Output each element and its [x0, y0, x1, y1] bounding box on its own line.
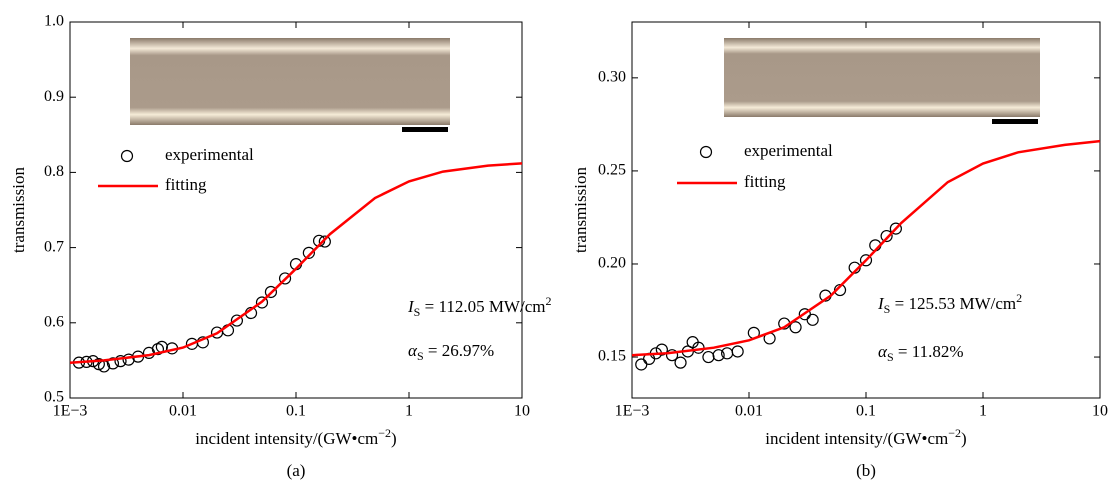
panel-label: (a) — [287, 461, 306, 480]
annotation-subscript: S — [887, 350, 894, 364]
y-tick-label: 0.30 — [598, 69, 626, 86]
x-label-text: incident intensity/(GW•cm — [195, 429, 378, 448]
data-point — [702, 350, 715, 364]
legend-label: fitting — [744, 172, 786, 191]
inset-photo — [130, 38, 450, 125]
panel-label: (b) — [856, 461, 876, 480]
annotation-superscript: 2 — [1016, 291, 1022, 305]
fit-line — [69, 162, 523, 364]
y-tick-label: 0.7 — [44, 238, 64, 255]
y-tick-label: 0.5 — [44, 389, 64, 406]
data-point — [833, 283, 847, 297]
x-tick-label: 0.01 — [169, 403, 197, 420]
x-label-text: incident intensity/(GW•cm — [765, 429, 948, 448]
annotation: αS = 11.82% — [878, 342, 964, 364]
data-point — [859, 254, 873, 267]
annotation-symbol: I — [877, 294, 885, 313]
annotation: IS = 125.53 MW/cm2 — [877, 291, 1022, 316]
x-label-suffix: ) — [961, 429, 967, 448]
legend-label: fitting — [165, 175, 207, 194]
annotation: IS = 112.05 MW/cm2 — [407, 294, 551, 319]
data-point — [889, 222, 902, 235]
x-tick-label: 1E−3 — [53, 403, 88, 420]
data-point — [114, 355, 127, 368]
legend-marker — [699, 145, 713, 159]
data-point — [92, 358, 105, 371]
data-point — [665, 349, 679, 362]
x-axis-label: incident intensity/(GW•cm−2) — [765, 426, 966, 448]
x-label-suffix: ) — [391, 429, 397, 448]
data-point — [255, 296, 269, 309]
annotation-symbol: I — [407, 297, 415, 316]
data-point — [806, 313, 819, 326]
annotation-subscript: S — [414, 305, 421, 319]
x-label-superscript: −2 — [378, 426, 391, 440]
legend-label: experimental — [744, 141, 833, 160]
data-point — [230, 314, 244, 327]
scale-bar — [402, 127, 448, 132]
data-point — [278, 272, 292, 285]
annotation-text: = 112.05 MW/cm — [420, 297, 545, 316]
data-point — [655, 343, 668, 356]
y-axis-label: transmission — [9, 167, 28, 253]
x-axis-label: incident intensity/(GW•cm−2) — [195, 426, 396, 448]
x-tick-label: 0.1 — [286, 403, 306, 420]
legend-label: experimental — [165, 145, 254, 164]
y-tick-label: 0.15 — [598, 348, 626, 365]
data-point — [731, 345, 744, 358]
scale-bar — [992, 119, 1038, 124]
data-point — [635, 358, 648, 371]
fit-line — [631, 139, 1101, 357]
annotation-text: = 125.53 MW/cm — [890, 294, 1016, 313]
data-point — [789, 321, 802, 334]
annotation-subscript: S — [884, 302, 891, 316]
annotation-symbol: α — [878, 342, 888, 361]
x-tick-label: 1 — [405, 403, 413, 420]
data-point — [302, 246, 315, 259]
legend-marker — [120, 149, 134, 163]
x-tick-label: 1E−3 — [615, 403, 650, 420]
y-tick-label: 0.25 — [598, 162, 626, 179]
x-tick-label: 0.01 — [735, 403, 763, 420]
y-tick-label: 1.0 — [44, 13, 64, 30]
annotation-text: = 26.97% — [424, 341, 495, 360]
annotation-text: = 11.82% — [894, 342, 964, 361]
data-point — [264, 285, 278, 299]
annotation-symbol: α — [408, 341, 418, 360]
y-axis-label: transmission — [571, 167, 590, 253]
x-tick-label: 1 — [979, 403, 987, 420]
inset-photo — [724, 38, 1040, 117]
data-point — [880, 229, 893, 243]
data-point — [674, 356, 687, 369]
annotation-subscript: S — [417, 349, 424, 363]
y-tick-label: 0.9 — [44, 88, 64, 105]
y-tick-label: 0.8 — [44, 163, 64, 180]
annotation-superscript: 2 — [545, 294, 551, 308]
x-tick-label: 10 — [514, 403, 530, 420]
data-point — [318, 235, 331, 248]
data-point — [106, 357, 120, 370]
data-point — [712, 349, 725, 362]
x-tick-label: 10 — [1092, 403, 1108, 420]
annotation: αS = 26.97% — [408, 341, 494, 363]
y-tick-label: 0.6 — [44, 313, 64, 330]
x-label-superscript: −2 — [948, 426, 961, 440]
y-tick-label: 0.20 — [598, 255, 626, 272]
x-tick-label: 0.1 — [856, 403, 876, 420]
